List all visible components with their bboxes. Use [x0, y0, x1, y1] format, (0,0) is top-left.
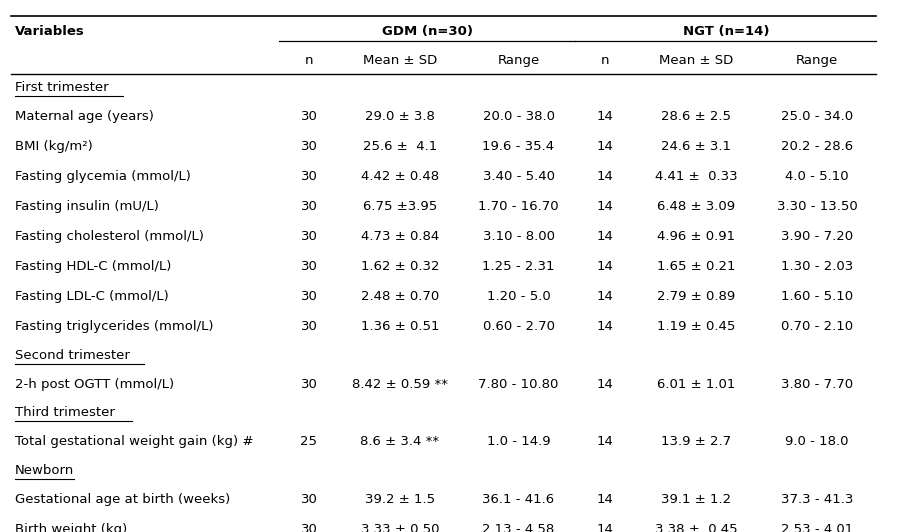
Text: 7.80 - 10.80: 7.80 - 10.80	[478, 378, 558, 390]
Text: 37.3 - 41.3: 37.3 - 41.3	[781, 493, 853, 505]
Text: 30: 30	[301, 170, 317, 183]
Text: Fasting LDL-C (mmol/L): Fasting LDL-C (mmol/L)	[15, 290, 169, 303]
Text: 25: 25	[301, 435, 317, 448]
Text: 0.70 - 2.10: 0.70 - 2.10	[781, 320, 853, 333]
Text: 1.70 - 16.70: 1.70 - 16.70	[478, 200, 558, 213]
Text: 30: 30	[301, 110, 317, 123]
Text: Fasting triglycerides (mmol/L): Fasting triglycerides (mmol/L)	[15, 320, 214, 333]
Text: Maternal age (years): Maternal age (years)	[15, 110, 154, 123]
Text: 6.48 ± 3.09: 6.48 ± 3.09	[657, 200, 735, 213]
Text: GDM (n=30): GDM (n=30)	[382, 25, 473, 38]
Text: 9.0 - 18.0: 9.0 - 18.0	[785, 435, 849, 448]
Text: 39.1 ± 1.2: 39.1 ± 1.2	[661, 493, 731, 505]
Text: 2.13 - 4.58: 2.13 - 4.58	[483, 522, 555, 532]
Text: 14: 14	[597, 140, 613, 153]
Text: 3.90 - 7.20: 3.90 - 7.20	[781, 230, 853, 243]
Text: 2.53 - 4.01: 2.53 - 4.01	[781, 522, 853, 532]
Text: 24.6 ± 3.1: 24.6 ± 3.1	[661, 140, 731, 153]
Text: 3.30 - 13.50: 3.30 - 13.50	[777, 200, 857, 213]
Text: 30: 30	[301, 200, 317, 213]
Text: 20.0 - 38.0: 20.0 - 38.0	[483, 110, 555, 123]
Text: Fasting glycemia (mmol/L): Fasting glycemia (mmol/L)	[15, 170, 191, 183]
Text: Fasting insulin (mU/L): Fasting insulin (mU/L)	[15, 200, 159, 213]
Text: Second trimester: Second trimester	[15, 349, 130, 362]
Text: 30: 30	[301, 290, 317, 303]
Text: Third trimester: Third trimester	[15, 406, 115, 419]
Text: 13.9 ± 2.7: 13.9 ± 2.7	[661, 435, 731, 448]
Text: First trimester: First trimester	[15, 81, 109, 94]
Text: 14: 14	[597, 290, 613, 303]
Text: Range: Range	[497, 54, 539, 66]
Text: 28.6 ± 2.5: 28.6 ± 2.5	[661, 110, 731, 123]
Text: 39.2 ± 1.5: 39.2 ± 1.5	[365, 493, 435, 505]
Text: BMI (kg/m²): BMI (kg/m²)	[15, 140, 93, 153]
Text: Total gestational weight gain (kg) #: Total gestational weight gain (kg) #	[15, 435, 253, 448]
Text: 30: 30	[301, 378, 317, 390]
Text: 36.1 - 41.6: 36.1 - 41.6	[483, 493, 555, 505]
Text: 4.42 ± 0.48: 4.42 ± 0.48	[361, 170, 439, 183]
Text: 4.0 - 5.10: 4.0 - 5.10	[785, 170, 849, 183]
Text: 3.38 ±  0.45: 3.38 ± 0.45	[655, 522, 738, 532]
Text: 3.80 - 7.70: 3.80 - 7.70	[781, 378, 853, 390]
Text: 14: 14	[597, 435, 613, 448]
Text: 1.36 ± 0.51: 1.36 ± 0.51	[361, 320, 440, 333]
Text: 14: 14	[597, 110, 613, 123]
Text: 25.0 - 34.0: 25.0 - 34.0	[781, 110, 853, 123]
Text: 14: 14	[597, 378, 613, 390]
Text: 30: 30	[301, 522, 317, 532]
Text: 1.60 - 5.10: 1.60 - 5.10	[781, 290, 853, 303]
Text: 4.41 ±  0.33: 4.41 ± 0.33	[655, 170, 738, 183]
Text: 25.6 ±  4.1: 25.6 ± 4.1	[363, 140, 437, 153]
Text: 14: 14	[597, 493, 613, 505]
Text: 4.96 ± 0.91: 4.96 ± 0.91	[657, 230, 735, 243]
Text: 14: 14	[597, 260, 613, 273]
Text: n: n	[304, 54, 314, 66]
Text: 6.01 ± 1.01: 6.01 ± 1.01	[657, 378, 736, 390]
Text: Newborn: Newborn	[15, 464, 74, 477]
Text: 1.30 - 2.03: 1.30 - 2.03	[781, 260, 853, 273]
Text: 19.6 - 35.4: 19.6 - 35.4	[483, 140, 555, 153]
Text: NGT (n=14): NGT (n=14)	[683, 25, 769, 38]
Text: 0.60 - 2.70: 0.60 - 2.70	[483, 320, 555, 333]
Text: 8.6 ± 3.4 **: 8.6 ± 3.4 **	[360, 435, 440, 448]
Text: 4.73 ± 0.84: 4.73 ± 0.84	[361, 230, 439, 243]
Text: 2-h post OGTT (mmol/L): 2-h post OGTT (mmol/L)	[15, 378, 175, 390]
Text: 1.20 - 5.0: 1.20 - 5.0	[486, 290, 550, 303]
Text: Mean ± SD: Mean ± SD	[659, 54, 733, 66]
Text: 1.65 ± 0.21: 1.65 ± 0.21	[657, 260, 736, 273]
Text: 8.42 ± 0.59 **: 8.42 ± 0.59 **	[352, 378, 448, 390]
Text: 6.75 ±3.95: 6.75 ±3.95	[363, 200, 437, 213]
Text: 14: 14	[597, 522, 613, 532]
Text: 14: 14	[597, 170, 613, 183]
Text: 1.0 - 14.9: 1.0 - 14.9	[486, 435, 550, 448]
Text: 1.25 - 2.31: 1.25 - 2.31	[483, 260, 555, 273]
Text: 2.48 ± 0.70: 2.48 ± 0.70	[361, 290, 439, 303]
Text: Fasting cholesterol (mmol/L): Fasting cholesterol (mmol/L)	[15, 230, 204, 243]
Text: Mean ± SD: Mean ± SD	[363, 54, 437, 66]
Text: 3.33 ± 0.50: 3.33 ± 0.50	[361, 522, 440, 532]
Text: 14: 14	[597, 320, 613, 333]
Text: Gestational age at birth (weeks): Gestational age at birth (weeks)	[15, 493, 230, 505]
Text: 30: 30	[301, 230, 317, 243]
Text: Birth weight (kg): Birth weight (kg)	[15, 522, 127, 532]
Text: 30: 30	[301, 320, 317, 333]
Text: 1.62 ± 0.32: 1.62 ± 0.32	[361, 260, 440, 273]
Text: n: n	[600, 54, 610, 66]
Text: Variables: Variables	[15, 25, 85, 38]
Text: 3.10 - 8.00: 3.10 - 8.00	[483, 230, 555, 243]
Text: 14: 14	[597, 200, 613, 213]
Text: 2.79 ± 0.89: 2.79 ± 0.89	[657, 290, 736, 303]
Text: 20.2 - 28.6: 20.2 - 28.6	[781, 140, 853, 153]
Text: 30: 30	[301, 140, 317, 153]
Text: 30: 30	[301, 493, 317, 505]
Text: 3.40 - 5.40: 3.40 - 5.40	[483, 170, 555, 183]
Text: 30: 30	[301, 260, 317, 273]
Text: 29.0 ± 3.8: 29.0 ± 3.8	[365, 110, 435, 123]
Text: 1.19 ± 0.45: 1.19 ± 0.45	[657, 320, 736, 333]
Text: Range: Range	[796, 54, 838, 66]
Text: Fasting HDL-C (mmol/L): Fasting HDL-C (mmol/L)	[15, 260, 172, 273]
Text: 14: 14	[597, 230, 613, 243]
